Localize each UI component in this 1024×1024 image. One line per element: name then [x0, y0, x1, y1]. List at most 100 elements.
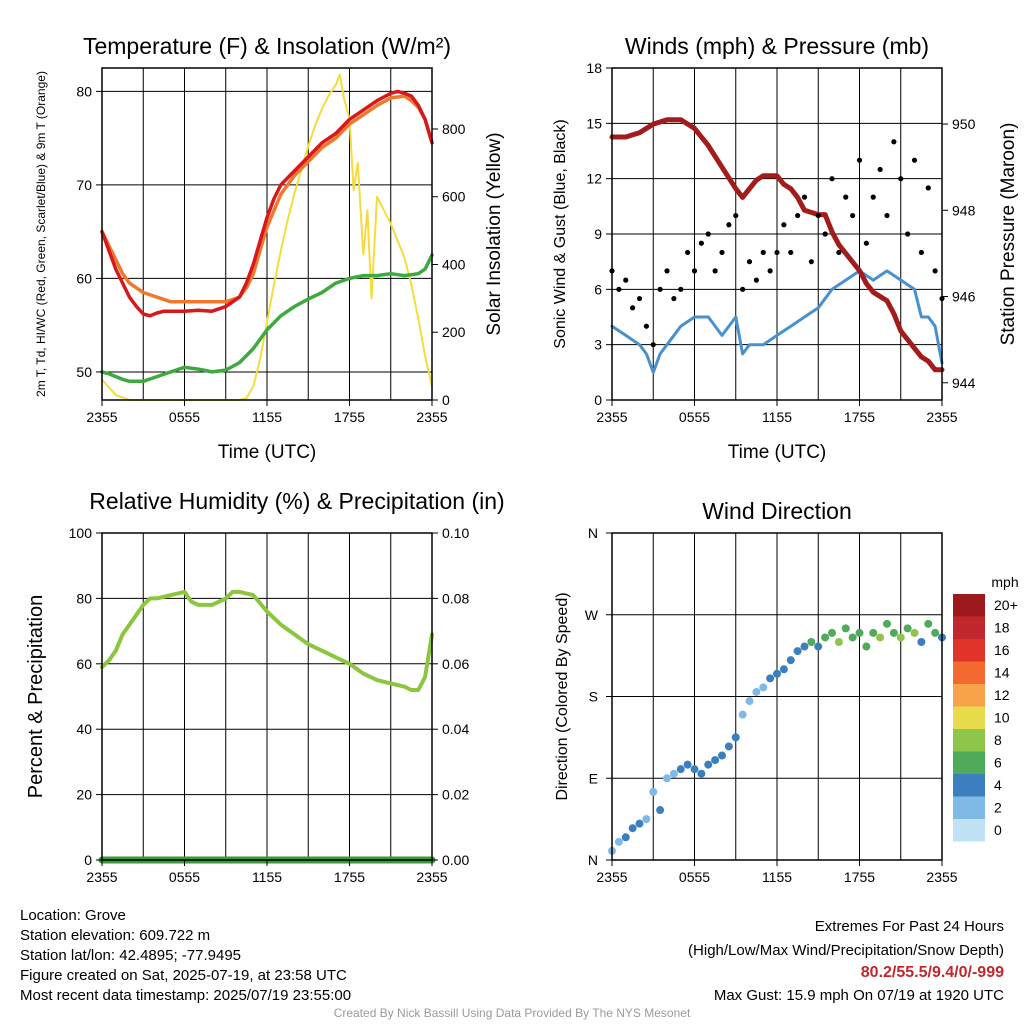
y-axis-label: Sonic Wind & Gust (Blue, Black) — [552, 119, 569, 348]
direction-point — [711, 756, 720, 765]
x-tick-label: 1755 — [844, 869, 875, 885]
direction-point — [614, 837, 623, 846]
y-axis-label: Direction (Colored By Speed) — [554, 592, 571, 800]
direction-point — [669, 769, 678, 778]
y-tick-label: 80 — [76, 590, 92, 606]
direction-point — [869, 628, 878, 637]
gust-point — [746, 259, 753, 265]
direction-point — [621, 833, 630, 842]
direction-point — [773, 669, 781, 678]
x-tick-label: 1155 — [252, 409, 282, 425]
y-tick-label: 12 — [586, 171, 602, 187]
gust-point — [850, 212, 856, 219]
x-axis-label: Time (UTC) — [728, 442, 827, 463]
y2-tick-label: 0 — [442, 392, 450, 408]
direction-point — [807, 638, 816, 646]
gust-point — [630, 305, 636, 311]
colorbar-label: 18 — [994, 620, 1010, 636]
direction-point — [848, 633, 857, 642]
gust-point — [623, 277, 629, 283]
y2-tick-label: 0.04 — [442, 721, 469, 737]
gust-point — [911, 157, 918, 163]
y-tick-label: 80 — [76, 83, 92, 99]
x-tick-label: 2355 — [416, 409, 447, 425]
y2-axis-label: Station Pressure (Maroon) — [998, 123, 1019, 346]
direction-point — [910, 628, 919, 637]
gust-point — [726, 222, 732, 228]
y2-tick-label: 0.08 — [442, 590, 469, 606]
direction-point — [759, 683, 768, 692]
colorbar-swatch — [953, 661, 985, 684]
direction-point — [676, 765, 685, 774]
direction-point — [793, 647, 802, 656]
gust-point — [643, 323, 649, 329]
gust-point — [616, 286, 622, 292]
extremes-description: (High/Low/Max Wind/Precipitation/Snow De… — [688, 942, 1004, 959]
direction-point — [649, 787, 658, 796]
y-tick-label: 0 — [84, 852, 92, 868]
colorbar-swatch — [953, 684, 985, 707]
direction-point — [731, 733, 740, 742]
gust-point — [767, 268, 773, 274]
y-tick-label: 3 — [594, 337, 602, 353]
temp-2m-line — [100, 89, 434, 318]
y2-axis-label: Solar Insolation (Yellow) — [484, 132, 505, 335]
colorbar-label: 20+ — [994, 597, 1018, 613]
panel-2: 2355 0555 1155 1755 235503691215189449469489… — [552, 33, 1019, 463]
colorbar-label: 16 — [994, 642, 1010, 658]
colorbar-label: 8 — [994, 732, 1002, 748]
gust-point — [898, 176, 904, 182]
gust-point — [891, 139, 897, 145]
x-tick-label: 0555 — [169, 409, 200, 425]
x-tick-label: 2355 — [596, 409, 627, 425]
gust-point — [843, 194, 849, 200]
gust-point — [760, 249, 766, 256]
y-tick-label: 60 — [76, 270, 92, 286]
panel-1: 2355 0555 1155 1755 235550607080020040060080… — [34, 33, 505, 463]
y2-tick-label: 0.00 — [442, 852, 469, 868]
x-tick-label: 1755 — [334, 869, 365, 885]
direction-point — [800, 642, 809, 651]
dewpoint-line — [100, 253, 434, 384]
direction-point — [690, 765, 699, 774]
colorbar-swatch — [953, 616, 985, 639]
colorbar-label: 6 — [994, 755, 1002, 771]
direction-point — [924, 619, 933, 628]
recent-data-text: Most recent data timestamp: 2025/07/19 2… — [20, 987, 352, 1004]
y-axis-label: 2m T, Td, HI/WC (Red, Green, Scarlet/Blu… — [34, 71, 48, 397]
direction-point — [828, 628, 836, 637]
x-tick-label: 0555 — [679, 409, 710, 425]
y-tick-label: 0 — [594, 392, 602, 408]
y2-tick-label: 0.10 — [442, 525, 469, 541]
direction-point — [876, 633, 885, 642]
x-tick-label: 0555 — [679, 869, 710, 885]
y-tick-label: 9 — [594, 226, 602, 242]
y-tick-label: 100 — [69, 525, 93, 541]
direction-point — [779, 665, 788, 674]
gust-point — [740, 286, 746, 292]
colorbar-label: 4 — [994, 777, 1002, 793]
direction-point — [814, 642, 823, 651]
direction-point — [683, 760, 692, 769]
x-tick-label: 2355 — [86, 409, 117, 425]
direction-point — [663, 774, 671, 783]
direction-point — [841, 624, 850, 633]
y2-tick-label: 600 — [442, 189, 466, 205]
latlon-text: Station lat/lon: 42.4895; -77.9495 — [20, 947, 242, 964]
y-tick-label: 50 — [76, 364, 92, 380]
y2-tick-label: 944 — [952, 375, 976, 391]
direction-point — [738, 710, 747, 719]
colorbar-swatch — [953, 706, 985, 729]
direction-point — [786, 656, 795, 665]
direction-point — [834, 638, 843, 646]
direction-point — [642, 815, 651, 824]
gust-point — [774, 249, 780, 256]
direction-point — [718, 751, 726, 760]
y-tick-label: 18 — [586, 60, 602, 76]
location-text: Location: Grove — [20, 907, 126, 924]
gust-point — [698, 240, 704, 246]
chart-title: Winds (mph) & Pressure (mb) — [625, 33, 929, 59]
pressure-line — [609, 117, 945, 373]
direction-point — [724, 742, 733, 751]
